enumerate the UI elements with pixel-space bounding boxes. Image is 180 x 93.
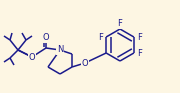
Text: F: F: [98, 32, 103, 41]
Text: N: N: [57, 45, 63, 54]
Text: O: O: [43, 33, 49, 43]
Text: F: F: [137, 49, 142, 57]
Text: F: F: [118, 20, 122, 28]
Text: O: O: [29, 53, 35, 61]
Text: O: O: [82, 58, 88, 68]
Text: F: F: [137, 32, 142, 41]
